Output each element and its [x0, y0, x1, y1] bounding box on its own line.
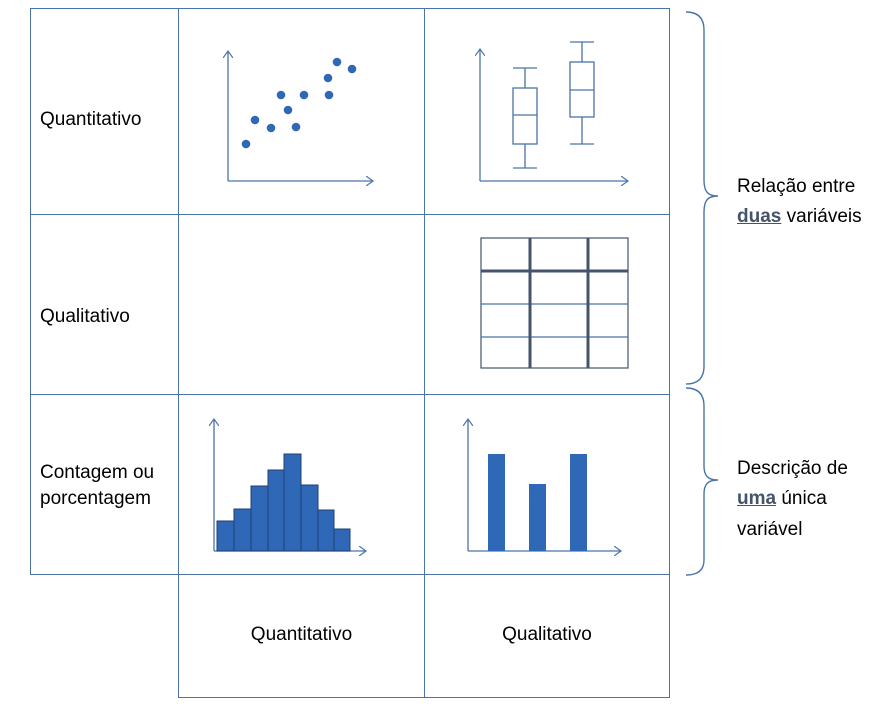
col-label-qualitativo: Qualitativo — [502, 624, 592, 645]
bar-chart-bar — [570, 454, 587, 551]
row-label-contagem-line2: porcentagem — [40, 487, 151, 509]
brace-bottom-text: Descrição de uma única variável — [737, 454, 848, 545]
table-border — [480, 237, 629, 369]
cell-footer-col1 — [178, 574, 425, 698]
cell-row3-label — [30, 394, 179, 575]
scatter-point — [241, 139, 251, 149]
brace-top-emphasis: duas — [737, 206, 782, 228]
bar-chart-bar — [529, 484, 546, 551]
scatter-point — [324, 90, 334, 100]
cell-footer-col2 — [424, 574, 670, 698]
scatter-point — [283, 105, 293, 115]
scatter-point — [291, 122, 301, 132]
scatter-point — [347, 64, 357, 74]
row-label-qualitativo: Qualitativo — [40, 306, 130, 327]
row-label-quantitativo: Quantitativo — [40, 109, 142, 130]
col-label-quantitativo: Quantitativo — [250, 624, 353, 645]
brace-bottom-line2: uma única — [737, 484, 848, 514]
scatter-point — [250, 115, 260, 125]
brace-bottom — [685, 387, 719, 576]
scatter-point — [276, 90, 286, 100]
cell-row1-label — [30, 8, 179, 215]
brace-bottom-line3: variável — [737, 518, 803, 540]
row-label-contagem-line1: Contagem ou — [40, 462, 155, 483]
brace-bottom-rest: única — [781, 488, 827, 510]
cell-row2-label — [30, 214, 179, 395]
brace-top-line1: Relação entre — [737, 176, 856, 197]
brace-top-rest: variáveis — [786, 206, 862, 228]
scatter-point — [299, 90, 309, 100]
scatter-point — [323, 73, 333, 83]
row-label-contagem: Contagem ou porcentagem — [40, 460, 154, 511]
brace-top-line2: duas variáveis — [737, 202, 862, 232]
brace-top-text: Relação entre duas variáveis — [737, 172, 862, 233]
histogram-bar — [333, 528, 351, 552]
bar-chart-bar — [488, 454, 505, 551]
brace-bottom-line1: Descrição de — [737, 458, 848, 479]
brace-top — [685, 11, 719, 385]
brace-bottom-emphasis: uma — [737, 488, 777, 510]
scatter-point — [266, 123, 276, 133]
scatter-point — [332, 57, 342, 67]
cell-row2-col1 — [178, 214, 425, 395]
